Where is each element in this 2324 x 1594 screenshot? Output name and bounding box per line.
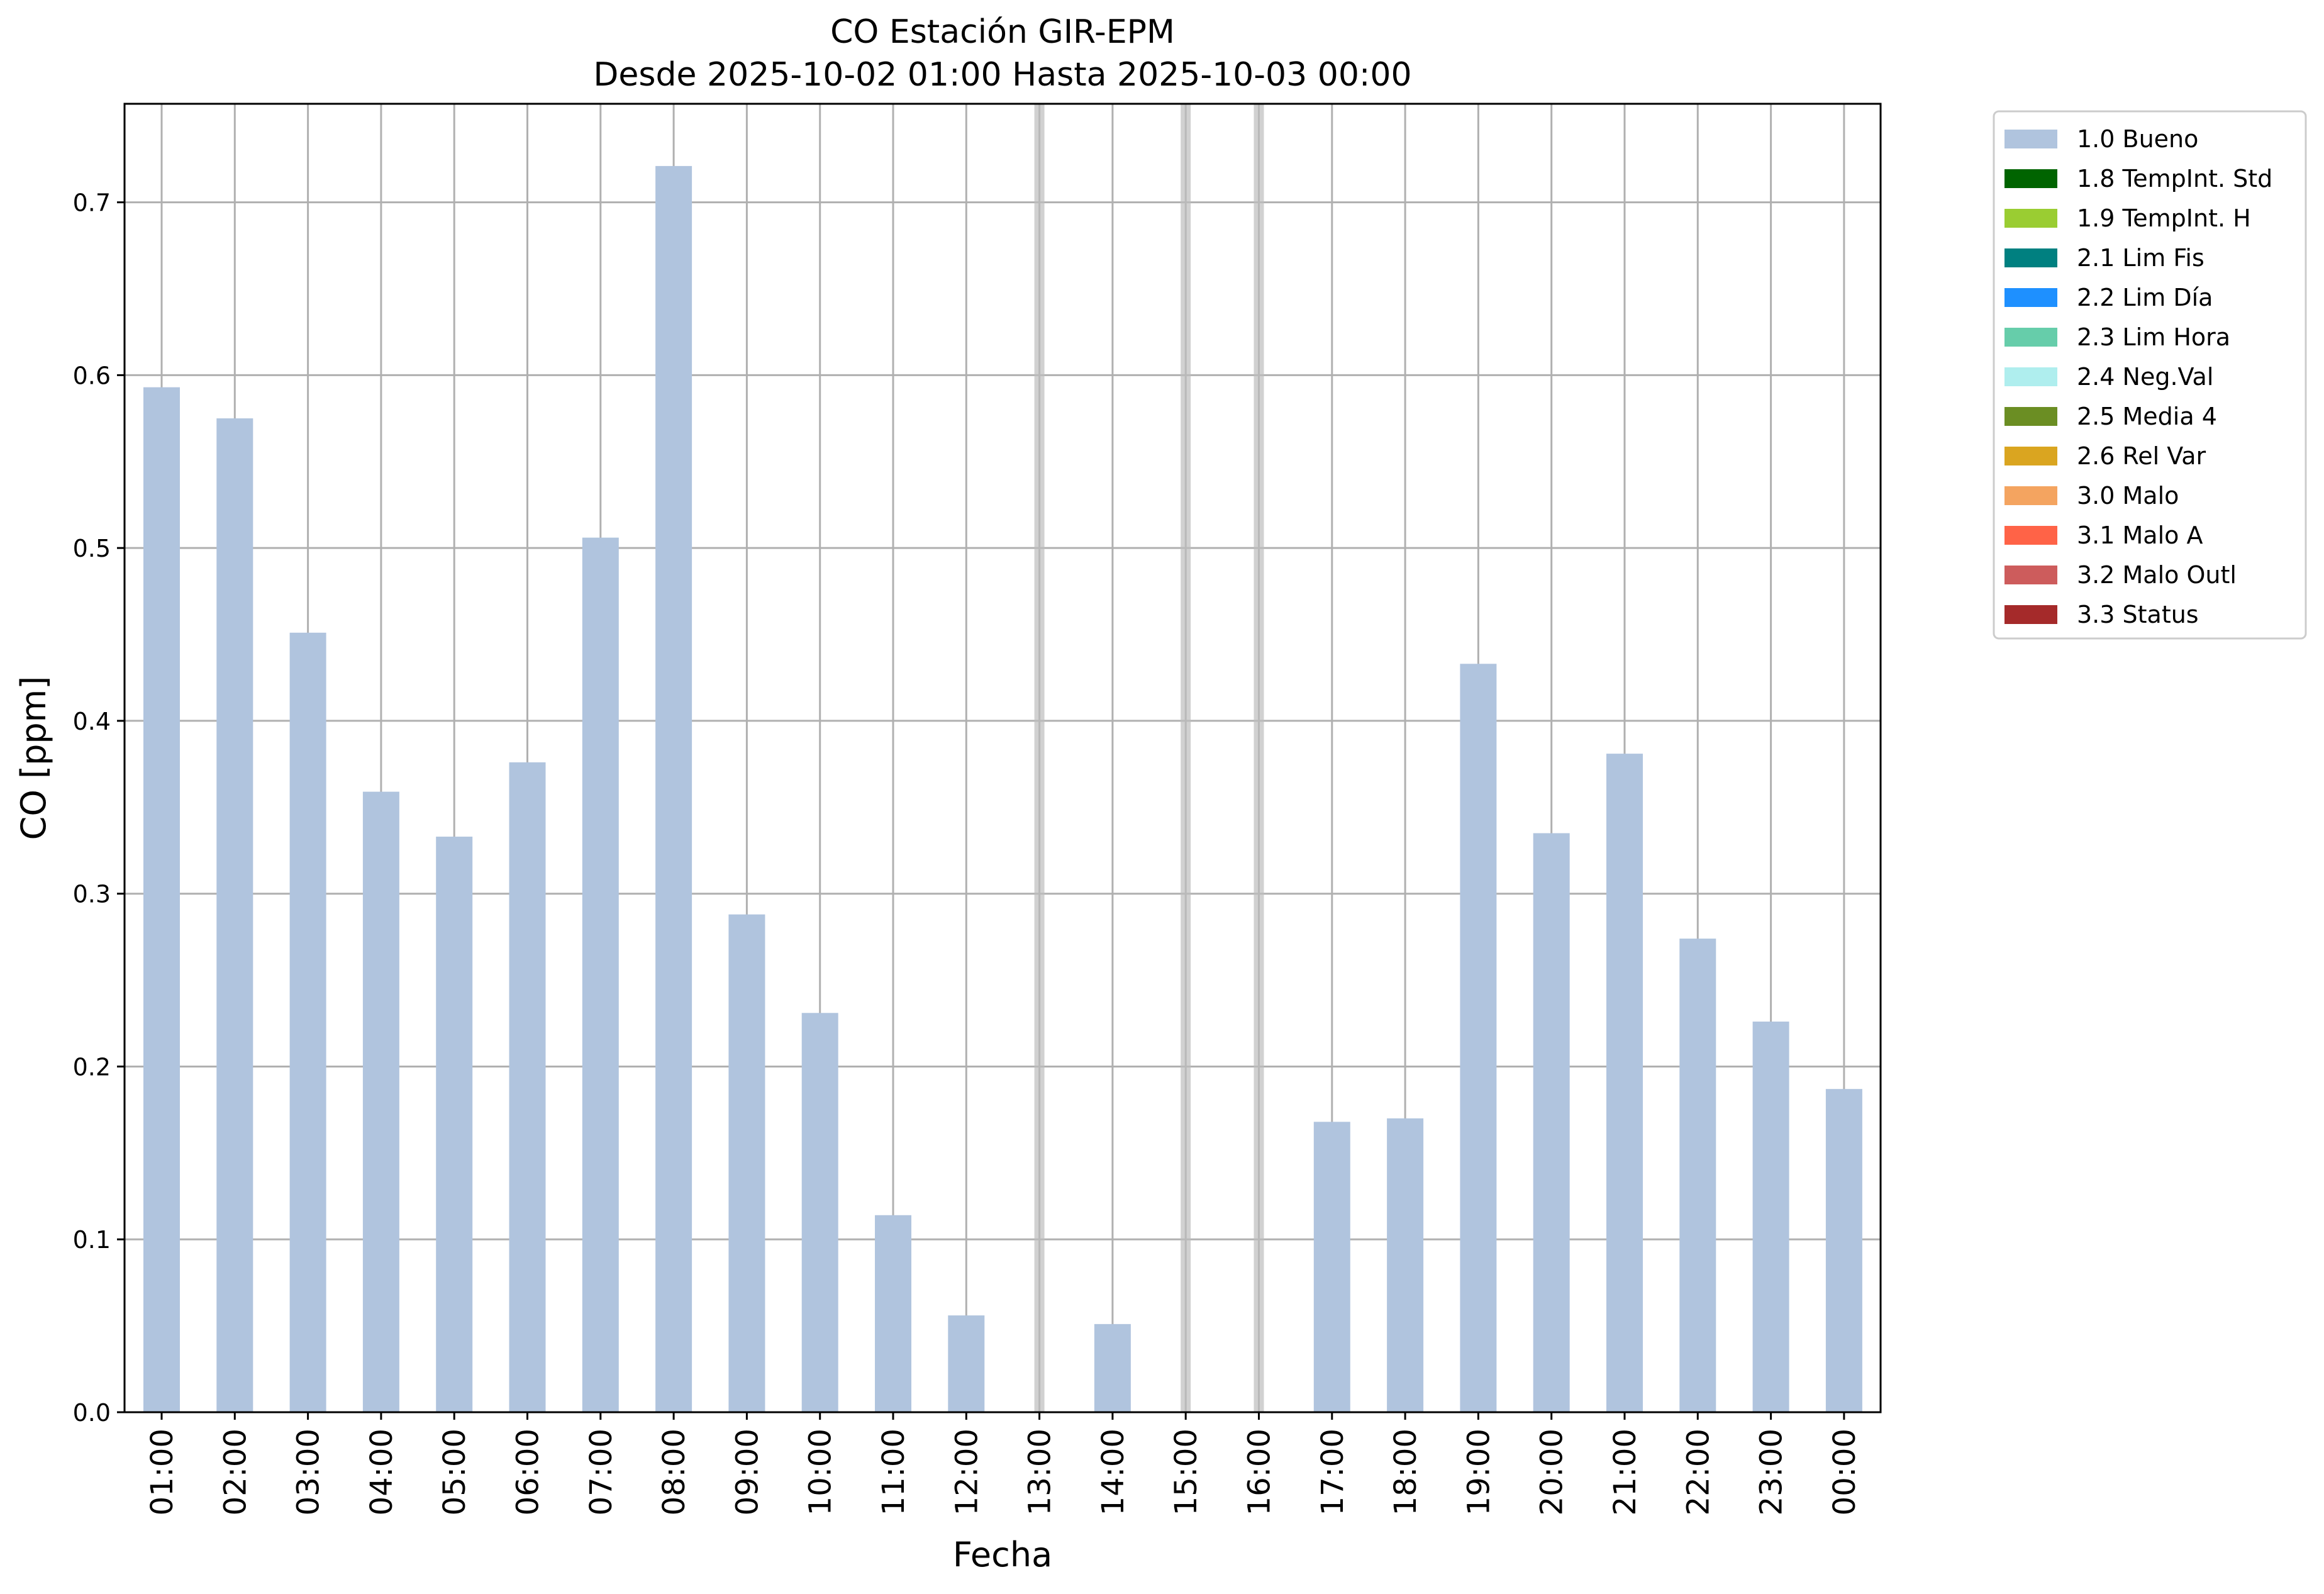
bar	[436, 837, 473, 1412]
legend-label: 3.2 Malo Outl	[2077, 561, 2237, 589]
x-tick-label: 21:00	[1608, 1429, 1643, 1515]
bar	[1825, 1089, 1862, 1412]
bar	[362, 791, 399, 1412]
x-tick-label: 10:00	[803, 1429, 838, 1515]
bar	[1387, 1118, 1424, 1412]
legend-label: 3.3 Status	[2077, 601, 2199, 628]
plot-frame	[123, 103, 1882, 1413]
legend-label: 2.4 Neg.Val	[2077, 363, 2213, 391]
legend-label: 1.8 TempInt. Std	[2077, 165, 2272, 192]
legend-label: 2.2 Lim Día	[2077, 284, 2213, 311]
legend-label: 2.1 Lim Fis	[2077, 244, 2204, 272]
x-tick-label: 17:00	[1315, 1429, 1350, 1515]
legend-swatch	[2004, 169, 2057, 188]
missing-data-markers	[1034, 104, 1264, 1412]
bar	[801, 1013, 838, 1412]
legend-swatch	[2004, 248, 2057, 267]
x-tick-label: 18:00	[1388, 1429, 1423, 1515]
chart-subtitle: Desde 2025-10-02 01:00 Hasta 2025-10-03 …	[593, 56, 1411, 94]
x-tick-label: 02:00	[218, 1429, 253, 1515]
bar	[1460, 664, 1497, 1412]
legend-swatch	[2004, 130, 2057, 148]
x-tick-label: 13:00	[1023, 1429, 1058, 1515]
legend-swatch	[2004, 486, 2057, 505]
x-tick-label: 23:00	[1754, 1429, 1789, 1515]
y-tick-label: 0.5	[73, 535, 111, 562]
y-tick-label: 0.3	[73, 881, 111, 908]
x-tick-label: 08:00	[657, 1429, 692, 1515]
y-axis-ticks: 0.0 0.1 0.2 0.3 0.4 0.5 0.6 0.7	[73, 189, 125, 1427]
bar	[1679, 939, 1716, 1412]
x-tick-label: 06:00	[511, 1429, 546, 1515]
x-tick-label: 22:00	[1681, 1429, 1716, 1515]
bar	[1533, 833, 1570, 1412]
x-tick-label: 01:00	[145, 1429, 180, 1515]
x-tick-label: 07:00	[584, 1429, 619, 1515]
y-tick-label: 0.1	[73, 1226, 111, 1254]
x-tick-label: 15:00	[1169, 1429, 1204, 1515]
y-tick-label: 0.2	[73, 1053, 111, 1081]
x-tick-label: 09:00	[730, 1429, 765, 1515]
bar	[289, 632, 326, 1412]
bar	[728, 914, 765, 1412]
bar	[1752, 1022, 1789, 1412]
x-tick-label: 03:00	[291, 1429, 326, 1515]
y-axis-label: CO [ppm]	[14, 676, 53, 840]
legend-label: 3.1 Malo A	[2077, 521, 2203, 549]
bar	[1094, 1324, 1131, 1412]
y-tick-label: 0.0	[73, 1399, 111, 1427]
legend-swatch	[2004, 367, 2057, 386]
legend-label: 2.5 Media 4	[2077, 403, 2217, 430]
legend-swatch	[2004, 447, 2057, 465]
legend: 1.0 Bueno 1.8 TempInt. Std 1.9 TempInt. H 2…	[1993, 110, 2307, 640]
missing-marker	[1254, 104, 1264, 1412]
legend-swatch	[2004, 407, 2057, 426]
y-tick-label: 0.6	[73, 362, 111, 389]
bar	[582, 537, 619, 1413]
x-axis-label: Fecha	[953, 1535, 1052, 1574]
bar	[1313, 1122, 1350, 1412]
legend-label: 3.0 Malo	[2077, 482, 2179, 510]
legend-swatch	[2004, 526, 2057, 545]
x-tick-label: 04:00	[364, 1429, 399, 1515]
legend-label: 2.3 Lim Hora	[2077, 323, 2230, 351]
bar	[509, 762, 546, 1412]
bar	[948, 1315, 985, 1412]
bars	[143, 165, 1862, 1413]
x-tick-label: 00:00	[1827, 1429, 1862, 1515]
x-tick-label: 20:00	[1535, 1429, 1570, 1515]
legend-swatch	[2004, 288, 2057, 307]
bar	[655, 165, 692, 1413]
x-tick-label: 05:00	[437, 1429, 472, 1515]
x-tick-label: 14:00	[1096, 1429, 1131, 1515]
x-tick-label: 19:00	[1461, 1429, 1496, 1515]
x-tick-label: 11:00	[876, 1429, 911, 1515]
bar	[1606, 754, 1643, 1412]
legend-label: 2.6 Rel Var	[2077, 442, 2206, 470]
missing-marker	[1181, 104, 1191, 1412]
legend-label: 1.0 Bueno	[2077, 125, 2198, 153]
y-tick-label: 0.4	[73, 708, 111, 735]
y-tick-label: 0.7	[73, 189, 111, 217]
legend-swatch	[2004, 209, 2057, 228]
bar	[216, 418, 253, 1412]
x-tick-label: 12:00	[949, 1429, 984, 1515]
chart-title: CO Estación GIR-EPM	[830, 13, 1175, 51]
legend-swatch	[2004, 605, 2057, 624]
x-axis-ticks: 01:00 02:00 03:00 04:00 05:00 06:00 07:00 08:00…	[145, 1412, 1862, 1515]
bar	[143, 387, 180, 1412]
legend-box	[1993, 110, 2307, 640]
legend-swatch	[2004, 566, 2057, 584]
missing-marker	[1034, 104, 1045, 1412]
legend-label: 1.9 TempInt. H	[2077, 204, 2251, 232]
legend-swatch	[2004, 328, 2057, 347]
bar	[875, 1215, 911, 1412]
x-tick-label: 16:00	[1242, 1429, 1277, 1515]
